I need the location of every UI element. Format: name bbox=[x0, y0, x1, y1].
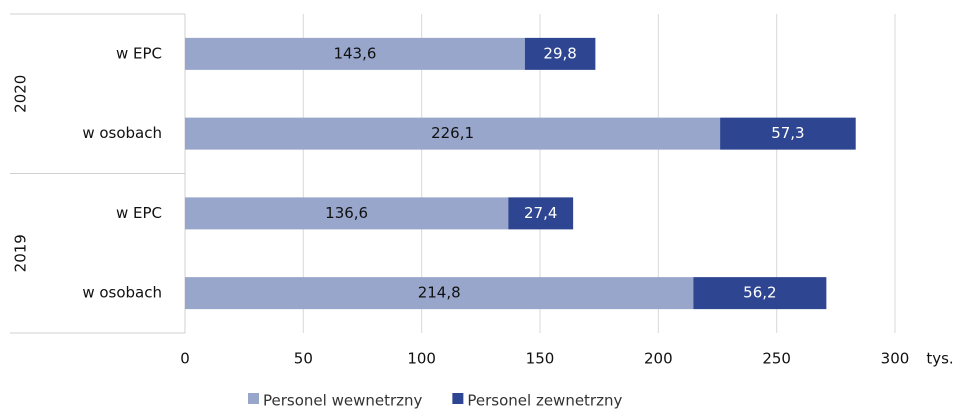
x-tick-label: 100 bbox=[407, 350, 436, 368]
x-tick-label: 0 bbox=[180, 350, 190, 368]
group-label: 2019 bbox=[12, 234, 30, 272]
legend-swatch bbox=[248, 393, 259, 404]
bar-segment bbox=[185, 197, 509, 230]
data-label: 29,8 bbox=[543, 44, 576, 62]
x-unit: tys. bbox=[926, 350, 953, 368]
data-label: 56,2 bbox=[743, 284, 776, 302]
data-label: 57,3 bbox=[771, 124, 804, 142]
x-tick-label: 50 bbox=[294, 350, 313, 368]
bar-segment bbox=[185, 277, 694, 310]
x-tick-label: 200 bbox=[644, 350, 673, 368]
legend-label: Personel wewnetrzny bbox=[263, 392, 422, 410]
y-tick-label: w osobach bbox=[82, 284, 162, 302]
data-label: 136,6 bbox=[325, 204, 368, 222]
bar-segment bbox=[693, 277, 827, 310]
x-tick-label: 250 bbox=[762, 350, 791, 368]
group-label: 2020 bbox=[12, 75, 30, 113]
bar-segment bbox=[185, 37, 525, 70]
x-tick-label: 150 bbox=[526, 350, 555, 368]
y-tick-label: w osobach bbox=[82, 124, 162, 142]
data-label: 226,1 bbox=[431, 124, 474, 142]
bar-segment bbox=[185, 117, 721, 150]
x-tick-label: 300 bbox=[881, 350, 910, 368]
y-tick-label: w EPC bbox=[116, 44, 162, 62]
bar-segment bbox=[720, 117, 856, 150]
data-label: 214,8 bbox=[418, 284, 461, 302]
data-label: 143,6 bbox=[333, 44, 376, 62]
legend-swatch bbox=[452, 393, 464, 404]
legend-label: Personel zewnetrzny bbox=[467, 392, 622, 410]
bar-segment bbox=[524, 37, 596, 70]
y-tick-label: w EPC bbox=[116, 204, 162, 222]
data-label: 27,4 bbox=[524, 204, 557, 222]
bar-segment bbox=[508, 197, 574, 230]
